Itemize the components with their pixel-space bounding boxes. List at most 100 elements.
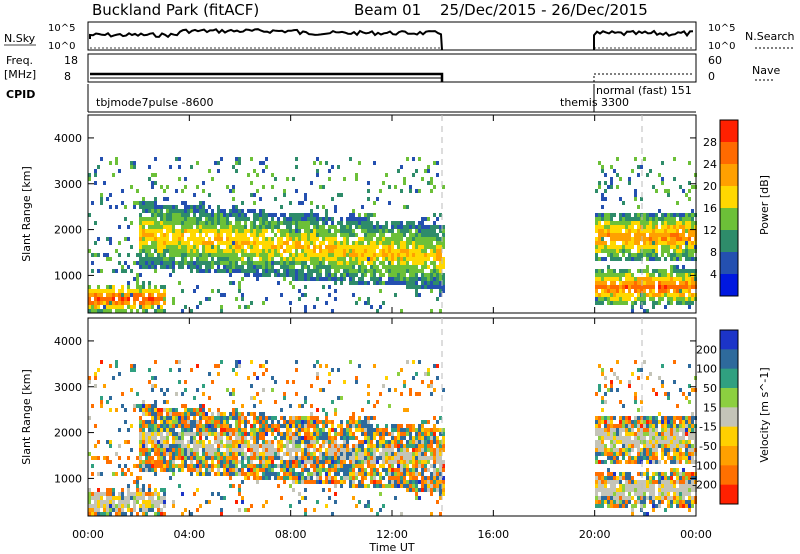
velocity-pixel (202, 448, 205, 452)
velocity-pixel (298, 432, 301, 436)
power-pixel (433, 161, 436, 165)
velocity-pixel (253, 412, 256, 416)
velocity-pixel (415, 488, 418, 492)
power-pixel (367, 257, 370, 261)
power-pixel (427, 277, 430, 281)
velocity-pixel (361, 444, 364, 448)
power-pixel (289, 265, 292, 269)
power-pixel (361, 257, 364, 261)
velocity-pixel (430, 464, 433, 468)
power-pixel (436, 253, 439, 257)
velocity-pixel (94, 512, 97, 516)
velocity-pixel (394, 456, 397, 460)
power-pixel (415, 233, 418, 237)
velocity-pixel (379, 444, 382, 448)
velocity-pixel (241, 456, 244, 460)
velocity-pixel (259, 416, 262, 420)
velocity-pixel (139, 424, 142, 428)
power-pixel (667, 193, 670, 197)
power-pixel (88, 309, 91, 313)
power-pixel (94, 297, 97, 301)
power-pixel (349, 273, 352, 277)
velocity-pixel (334, 408, 337, 412)
power-pixel (661, 181, 664, 185)
power-pixel (625, 277, 628, 281)
velocity-pixel (346, 464, 349, 468)
power-y-axis-label: Slant Range [km] (20, 166, 33, 262)
power-pixel (160, 253, 163, 257)
velocity-pixel (439, 480, 442, 484)
velocity-pixel (181, 404, 184, 408)
power-pixel (292, 273, 295, 277)
velocity-pixel (223, 460, 226, 464)
velocity-pixel (307, 444, 310, 448)
power-pixel (628, 237, 631, 241)
velocity-pixel (358, 480, 361, 484)
velocity-pixel (367, 500, 370, 504)
velocity-pixel (331, 460, 334, 464)
velocity-pixel (175, 424, 178, 428)
power-pixel (250, 253, 253, 257)
velocity-pixel (262, 432, 265, 436)
velocity-pixel (187, 408, 190, 412)
power-pixel (418, 241, 421, 245)
velocity-pixel (187, 444, 190, 448)
power-pixel (622, 221, 625, 225)
velocity-pixel (256, 428, 259, 432)
power-pixel (601, 269, 604, 273)
power-pixel (280, 261, 283, 265)
power-pixel (397, 237, 400, 241)
power-pixel (316, 173, 319, 177)
velocity-pixel (601, 416, 604, 420)
velocity-pixel (178, 444, 181, 448)
velocity-pixel (325, 364, 328, 368)
velocity-pixel (610, 428, 613, 432)
power-pixel (181, 229, 184, 233)
power-pixel (403, 241, 406, 245)
power-pixel (166, 229, 169, 233)
power-pixel (406, 257, 409, 261)
velocity-pixel (334, 436, 337, 440)
velocity-pixel (235, 448, 238, 452)
velocity-pixel (313, 440, 316, 444)
velocity-pixel (595, 472, 598, 476)
velocity-pixel (241, 428, 244, 432)
velocity-pixel (400, 392, 403, 396)
velocity-pixel (613, 372, 616, 376)
velocity-pixel (628, 500, 631, 504)
power-pixel (430, 261, 433, 265)
power-pixel (178, 221, 181, 225)
velocity-pixel (433, 432, 436, 436)
velocity-pixel (148, 460, 151, 464)
velocity-pixel (217, 464, 220, 468)
power-pixel (424, 225, 427, 229)
velocity-pixel (403, 476, 406, 480)
velocity-pixel (400, 472, 403, 476)
power-pixel (430, 245, 433, 249)
power-pixel (613, 249, 616, 253)
power-pixel (283, 265, 286, 269)
velocity-pixel (619, 428, 622, 432)
velocity-pixel (622, 436, 625, 440)
power-pixel (394, 273, 397, 277)
power-pixel (211, 257, 214, 261)
power-pixel (613, 221, 616, 225)
power-pixel (406, 261, 409, 265)
velocity-pixel (232, 416, 235, 420)
velocity-pixel (226, 436, 229, 440)
power-pixel (256, 277, 259, 281)
power-pixel (691, 229, 694, 233)
velocity-pixel (616, 500, 619, 504)
power-pixel (631, 225, 634, 229)
power-pixel (400, 225, 403, 229)
velocity-pixel (124, 408, 127, 412)
velocity-pixel (631, 420, 634, 424)
velocity-pixel (601, 444, 604, 448)
velocity-pixel (370, 476, 373, 480)
power-pixel (616, 289, 619, 293)
velocity-pixel (634, 396, 637, 400)
power-pixel (160, 213, 163, 217)
power-pixel (601, 197, 604, 201)
velocity-pixel (421, 484, 424, 488)
velocity-pixel (631, 440, 634, 444)
